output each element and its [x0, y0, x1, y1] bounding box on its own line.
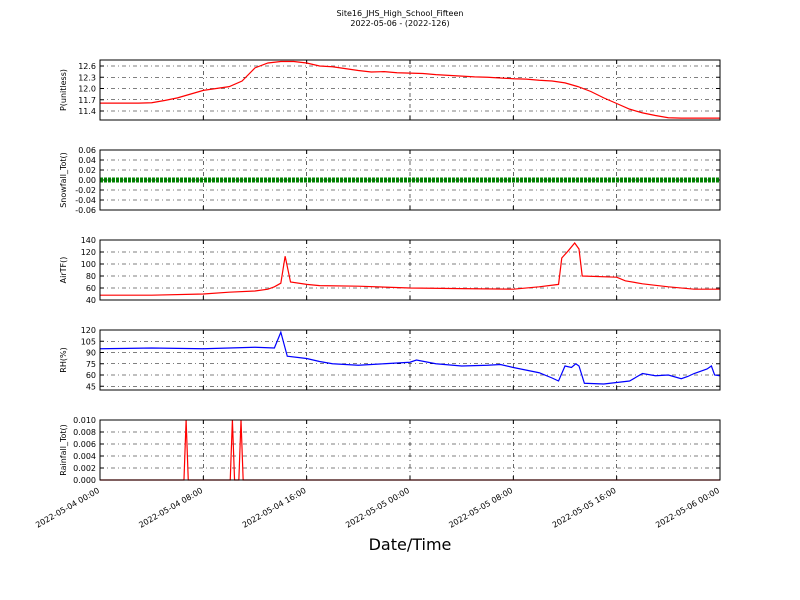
y-tick-label: 0.02 [78, 166, 96, 175]
y-tick-label: 11.4 [78, 107, 96, 116]
y-tick-label: 0.00 [78, 176, 96, 185]
plot-frame [99, 329, 721, 391]
y-tick-label: 0.010 [73, 416, 96, 425]
y-tick-label: 0.06 [78, 146, 96, 155]
y-tick-label: 100 [81, 260, 96, 269]
x-tick-label: 2022-05-05 08:00 [447, 486, 514, 530]
x-tick-label: 2022-05-04 00:00 [34, 486, 101, 530]
y-tick-label: 0.004 [73, 452, 96, 461]
y-tick-label: 0.04 [78, 156, 96, 165]
y-tick-label: 80 [86, 272, 96, 281]
y-axis-label: P(unitless) [59, 69, 68, 111]
plot-frame [99, 59, 721, 121]
x-axis-label: Date/Time [369, 535, 452, 554]
y-tick-label: 0.008 [73, 428, 96, 437]
chart-title: Site16_JHS_High_School_Fifteen [337, 9, 464, 18]
x-tick-label: 2022-05-04 16:00 [241, 486, 308, 530]
y-tick-label: 60 [86, 371, 96, 380]
plot-frame [99, 149, 721, 211]
x-tick-label: 2022-05-06 00:00 [654, 486, 721, 530]
x-tick-label: 2022-05-05 16:00 [551, 486, 618, 530]
y-axis-label: RH(%) [59, 347, 68, 372]
y-axis-label: Snowfall_Tot() [59, 152, 68, 208]
y-tick-label: 105 [81, 337, 96, 346]
y-tick-label: 40 [86, 296, 96, 305]
data-line [100, 242, 720, 296]
data-line [100, 60, 720, 119]
chart-subtitle: 2022-05-06 - (2022-126) [350, 19, 449, 28]
y-tick-label: 120 [81, 248, 96, 257]
y-tick-label: -0.02 [75, 186, 96, 195]
plot-frame [99, 239, 721, 301]
plot-frame [99, 419, 721, 481]
y-tick-label: 12.3 [78, 73, 96, 82]
y-tick-label: 0.006 [73, 440, 96, 449]
y-tick-label: 140 [81, 236, 96, 245]
y-tick-label: 45 [86, 382, 96, 391]
y-tick-label: 12.6 [78, 62, 96, 71]
y-axis-label: AirTF() [59, 257, 68, 284]
y-tick-label: -0.04 [75, 196, 96, 205]
x-tick-label: 2022-05-05 00:00 [344, 486, 411, 530]
y-tick-label: 11.7 [78, 96, 96, 105]
y-tick-label: 0.002 [73, 464, 96, 473]
y-tick-label: 120 [81, 326, 96, 335]
y-tick-label: 75 [86, 360, 96, 369]
y-tick-label: 0.000 [73, 476, 96, 485]
x-tick-label: 2022-05-04 08:00 [137, 486, 204, 530]
y-tick-label: 60 [86, 284, 96, 293]
data-line [99, 330, 721, 385]
y-axis-label: Rainfall_Tot() [59, 424, 68, 476]
y-tick-label: 12.0 [78, 85, 96, 94]
y-tick-label: -0.06 [75, 206, 96, 215]
y-tick-label: 90 [86, 349, 96, 358]
